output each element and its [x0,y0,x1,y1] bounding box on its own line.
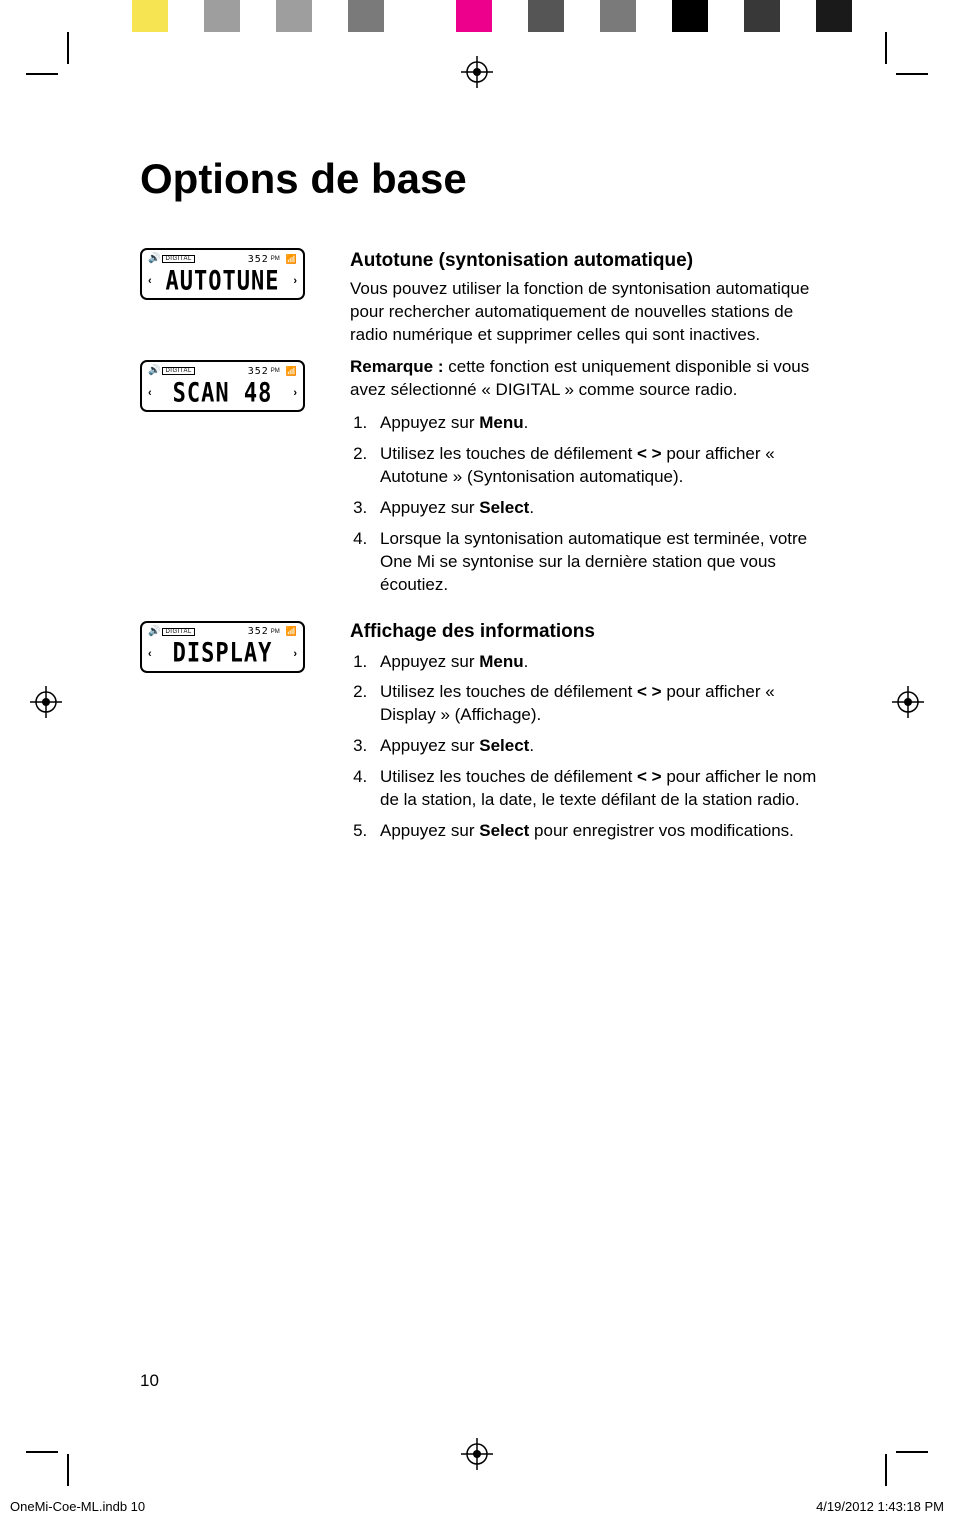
list-item: Utilisez les touches de défilement < > p… [372,766,820,812]
footer-timestamp: 4/19/2012 1:43:18 PM [816,1499,944,1514]
crop-mark [26,73,58,75]
lcd-display: 🔊 DIGITAL 352 PM 📶 ‹ DISPLAY › [140,621,305,673]
list-item: Appuyez sur Select pour enregistrer vos … [372,820,820,843]
digital-badge: DIGITAL [162,255,194,263]
crop-mark [885,1454,887,1486]
step-text: Appuyez sur [380,821,479,840]
remarque-paragraph: Remarque : cette fonction est uniquement… [350,356,820,402]
step-text: Utilisez les touches de défilement [380,682,637,701]
section-heading-display: Affichage des informations [350,619,820,645]
step-text: . [529,498,534,517]
speaker-icon: 🔊 [148,254,160,264]
step-bold: Menu [479,413,523,432]
remarque-label: Remarque : [350,357,444,376]
intro-paragraph: Vous pouvez utiliser la fonction de synt… [350,278,820,347]
list-item: Appuyez sur Select. [372,497,820,520]
step-text: . [524,413,529,432]
speaker-icon: 🔊 [148,627,160,637]
list-item: Lorsque la syntonisation automatique est… [372,528,820,597]
list-item: Appuyez sur Menu. [372,412,820,435]
crop-mark [896,1451,928,1453]
step-text: Appuyez sur [380,498,479,517]
registration-mark-icon [461,1438,493,1470]
crop-mark [67,1454,69,1486]
registration-mark-icon [30,686,62,718]
lcd-pm: PM [271,368,280,374]
lcd-main-text: SCAN 48 [173,378,273,408]
list-item: Appuyez sur Menu. [372,651,820,674]
lcd-main-text: AUTOTUNE [166,266,280,296]
step-bold: Select [479,736,529,755]
step-text: pour enregistrer vos modifications. [529,821,794,840]
left-arrow-icon: ‹ [148,387,152,399]
lcd-scan: 🔊 DIGITAL 352 PM 📶 ‹ SCAN 48 › [140,360,305,412]
registration-mark-icon [892,686,924,718]
signal-icon: 📶 [286,254,297,265]
lcd-pm: PM [271,629,280,635]
left-arrow-icon: ‹ [148,275,152,287]
step-bold: Select [479,821,529,840]
step-text: Utilisez les touches de défilement [380,767,637,786]
digital-badge: DIGITAL [162,367,194,375]
page-number: 10 [140,1371,159,1391]
step-bold: < > [637,682,662,701]
speaker-icon: 🔊 [148,366,160,376]
right-arrow-icon: › [293,275,297,287]
page-title: Options de base [140,155,820,203]
crop-mark [896,73,928,75]
lcd-main-text: DISPLAY [173,639,273,669]
lcd-time: 352 [248,254,269,265]
print-color-bar [0,0,954,32]
step-text: Utilisez les touches de défilement [380,444,637,463]
crop-mark [67,32,69,64]
list-item: Utilisez les touches de défilement < > p… [372,681,820,727]
step-bold: Select [479,498,529,517]
list-item: Appuyez sur Select. [372,735,820,758]
step-bold: Menu [479,652,523,671]
step-text: Appuyez sur [380,652,479,671]
step-text: . [529,736,534,755]
steps-list-autotune: Appuyez sur Menu. Utilisez les touches d… [350,412,820,597]
steps-list-display: Appuyez sur Menu. Utilisez les touches d… [350,651,820,844]
crop-mark [885,32,887,64]
lcd-time: 352 [248,366,269,377]
signal-icon: 📶 [286,366,297,377]
crop-mark [26,1451,58,1453]
step-text: Appuyez sur [380,413,479,432]
step-text: Appuyez sur [380,736,479,755]
section-heading-autotune: Autotune (syntonisation automatique) [350,248,820,274]
footer-filename: OneMi-Coe-ML.indb 10 [10,1499,145,1514]
lcd-pm: PM [271,256,280,262]
lcd-autotune: 🔊 DIGITAL 352 PM 📶 ‹ AUTOTUNE › [140,248,305,300]
left-arrow-icon: ‹ [148,648,152,660]
lcd-time: 352 [248,626,269,637]
registration-mark-icon [461,56,493,88]
right-arrow-icon: › [293,648,297,660]
digital-badge: DIGITAL [162,628,194,636]
signal-icon: 📶 [286,626,297,637]
step-text: . [524,652,529,671]
right-arrow-icon: › [293,387,297,399]
step-bold: < > [637,444,662,463]
list-item: Utilisez les touches de défilement < > p… [372,443,820,489]
step-bold: < > [637,767,662,786]
